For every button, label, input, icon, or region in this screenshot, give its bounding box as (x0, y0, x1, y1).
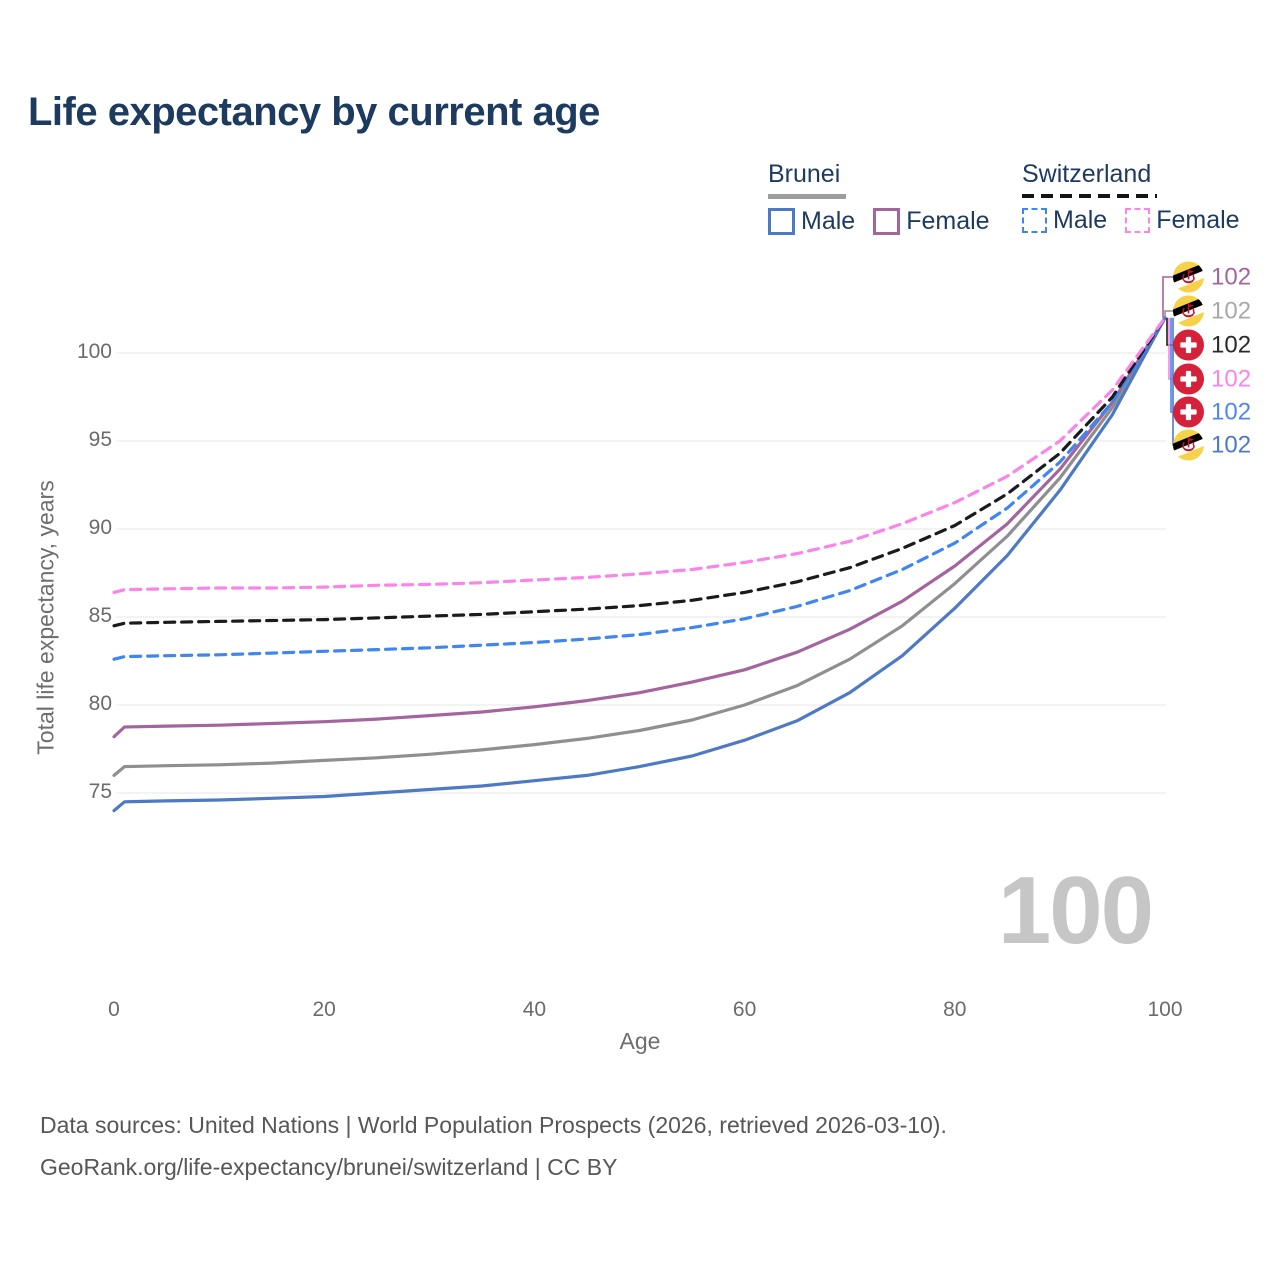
end-value: 102 (1211, 431, 1252, 458)
series-line-switzerland (112, 316, 1167, 628)
legend-swatch-switzerland-male (1022, 208, 1047, 233)
y-tick-label: 95 (88, 428, 112, 451)
series-line-brunei-male (112, 316, 1167, 813)
legend-swatch-brunei-female (873, 208, 901, 235)
legend-swatch-brunei-male (768, 208, 795, 235)
end-label-connector (1164, 310, 1174, 318)
age-watermark: 100 (997, 857, 1154, 964)
end-value: 102 (1211, 297, 1252, 324)
series-line-switzerland-male (112, 316, 1167, 661)
legend-item-brunei-male[interactable]: Male (768, 207, 855, 236)
y-tick-label: 85 (88, 604, 112, 627)
y-tick-label: 75 (88, 780, 112, 803)
x-tick-label: 100 (1147, 998, 1183, 1021)
y-axis-label: Total life expectancy, years (32, 480, 59, 755)
brunei-flag-icon (1173, 261, 1204, 293)
legend-item-switzerland-female[interactable]: Female (1125, 206, 1240, 235)
x-tick-label: 80 (943, 998, 967, 1021)
legend-underline-switzerland (1022, 194, 1157, 198)
page-title: Life expectancy by current age (28, 90, 600, 134)
end-label-switzerland-female: 102 (1173, 363, 1252, 395)
x-tick-label: 60 (732, 998, 757, 1021)
x-axis-label: Age (619, 1028, 661, 1054)
end-label-brunei-female: 102 (1173, 261, 1252, 293)
end-value: 102 (1211, 365, 1252, 392)
series-line-switzerland-female (112, 316, 1167, 595)
y-tick-label: 80 (88, 692, 112, 715)
footer-attribution-line: GeoRank.org/life-expectancy/brunei/switz… (40, 1154, 618, 1180)
end-label-switzerland: 102 (1173, 329, 1252, 361)
y-tick-label: 100 (76, 340, 112, 363)
switzerland-flag-icon (1173, 329, 1204, 361)
legend-underline-brunei (768, 194, 846, 199)
legend-label: Female (906, 207, 990, 235)
legend-items-brunei: Male Female (768, 207, 990, 236)
y-tick-label: 90 (88, 516, 112, 539)
end-label-connector (1162, 276, 1174, 318)
legend-items-switzerland: Male Female (1022, 206, 1240, 235)
end-label-switzerland-male: 102 (1173, 396, 1252, 428)
x-tick-label: 20 (312, 998, 336, 1021)
legend-group-switzerland: Switzerland Male Female (1022, 160, 1240, 235)
footer: Data sources: United Nations | World Pop… (40, 1104, 947, 1188)
series-line-brunei (112, 316, 1167, 778)
brunei-flag-icon (1173, 295, 1204, 327)
x-tick-label: 40 (522, 998, 547, 1021)
switzerland-flag-icon (1173, 363, 1204, 395)
legend-swatch-switzerland-female (1125, 208, 1151, 233)
legend-label: Male (801, 207, 856, 235)
end-label-brunei: 102 (1173, 295, 1252, 327)
line-chart (112, 276, 1174, 813)
footer-sources-line: Data sources: United Nations | World Pop… (40, 1112, 947, 1138)
legend-item-brunei-female[interactable]: Female (873, 207, 990, 236)
end-value: 102 (1211, 398, 1252, 425)
legend-label: Male (1053, 206, 1108, 234)
brunei-flag-icon (1173, 429, 1204, 461)
legend-country-brunei[interactable]: Brunei (768, 160, 841, 188)
legend-group-brunei: Brunei Male Female (768, 160, 990, 236)
end-value: 102 (1211, 331, 1252, 358)
series-line-brunei-female (112, 316, 1167, 739)
x-tick-label: 0 (108, 998, 120, 1021)
legend-item-switzerland-male[interactable]: Male (1022, 206, 1107, 235)
end-value: 102 (1211, 263, 1252, 290)
end-label-brunei-male: 102 (1173, 429, 1252, 461)
switzerland-flag-icon (1173, 396, 1204, 428)
legend-label: Female (1156, 206, 1240, 234)
legend-country-switzerland[interactable]: Switzerland (1022, 160, 1152, 188)
